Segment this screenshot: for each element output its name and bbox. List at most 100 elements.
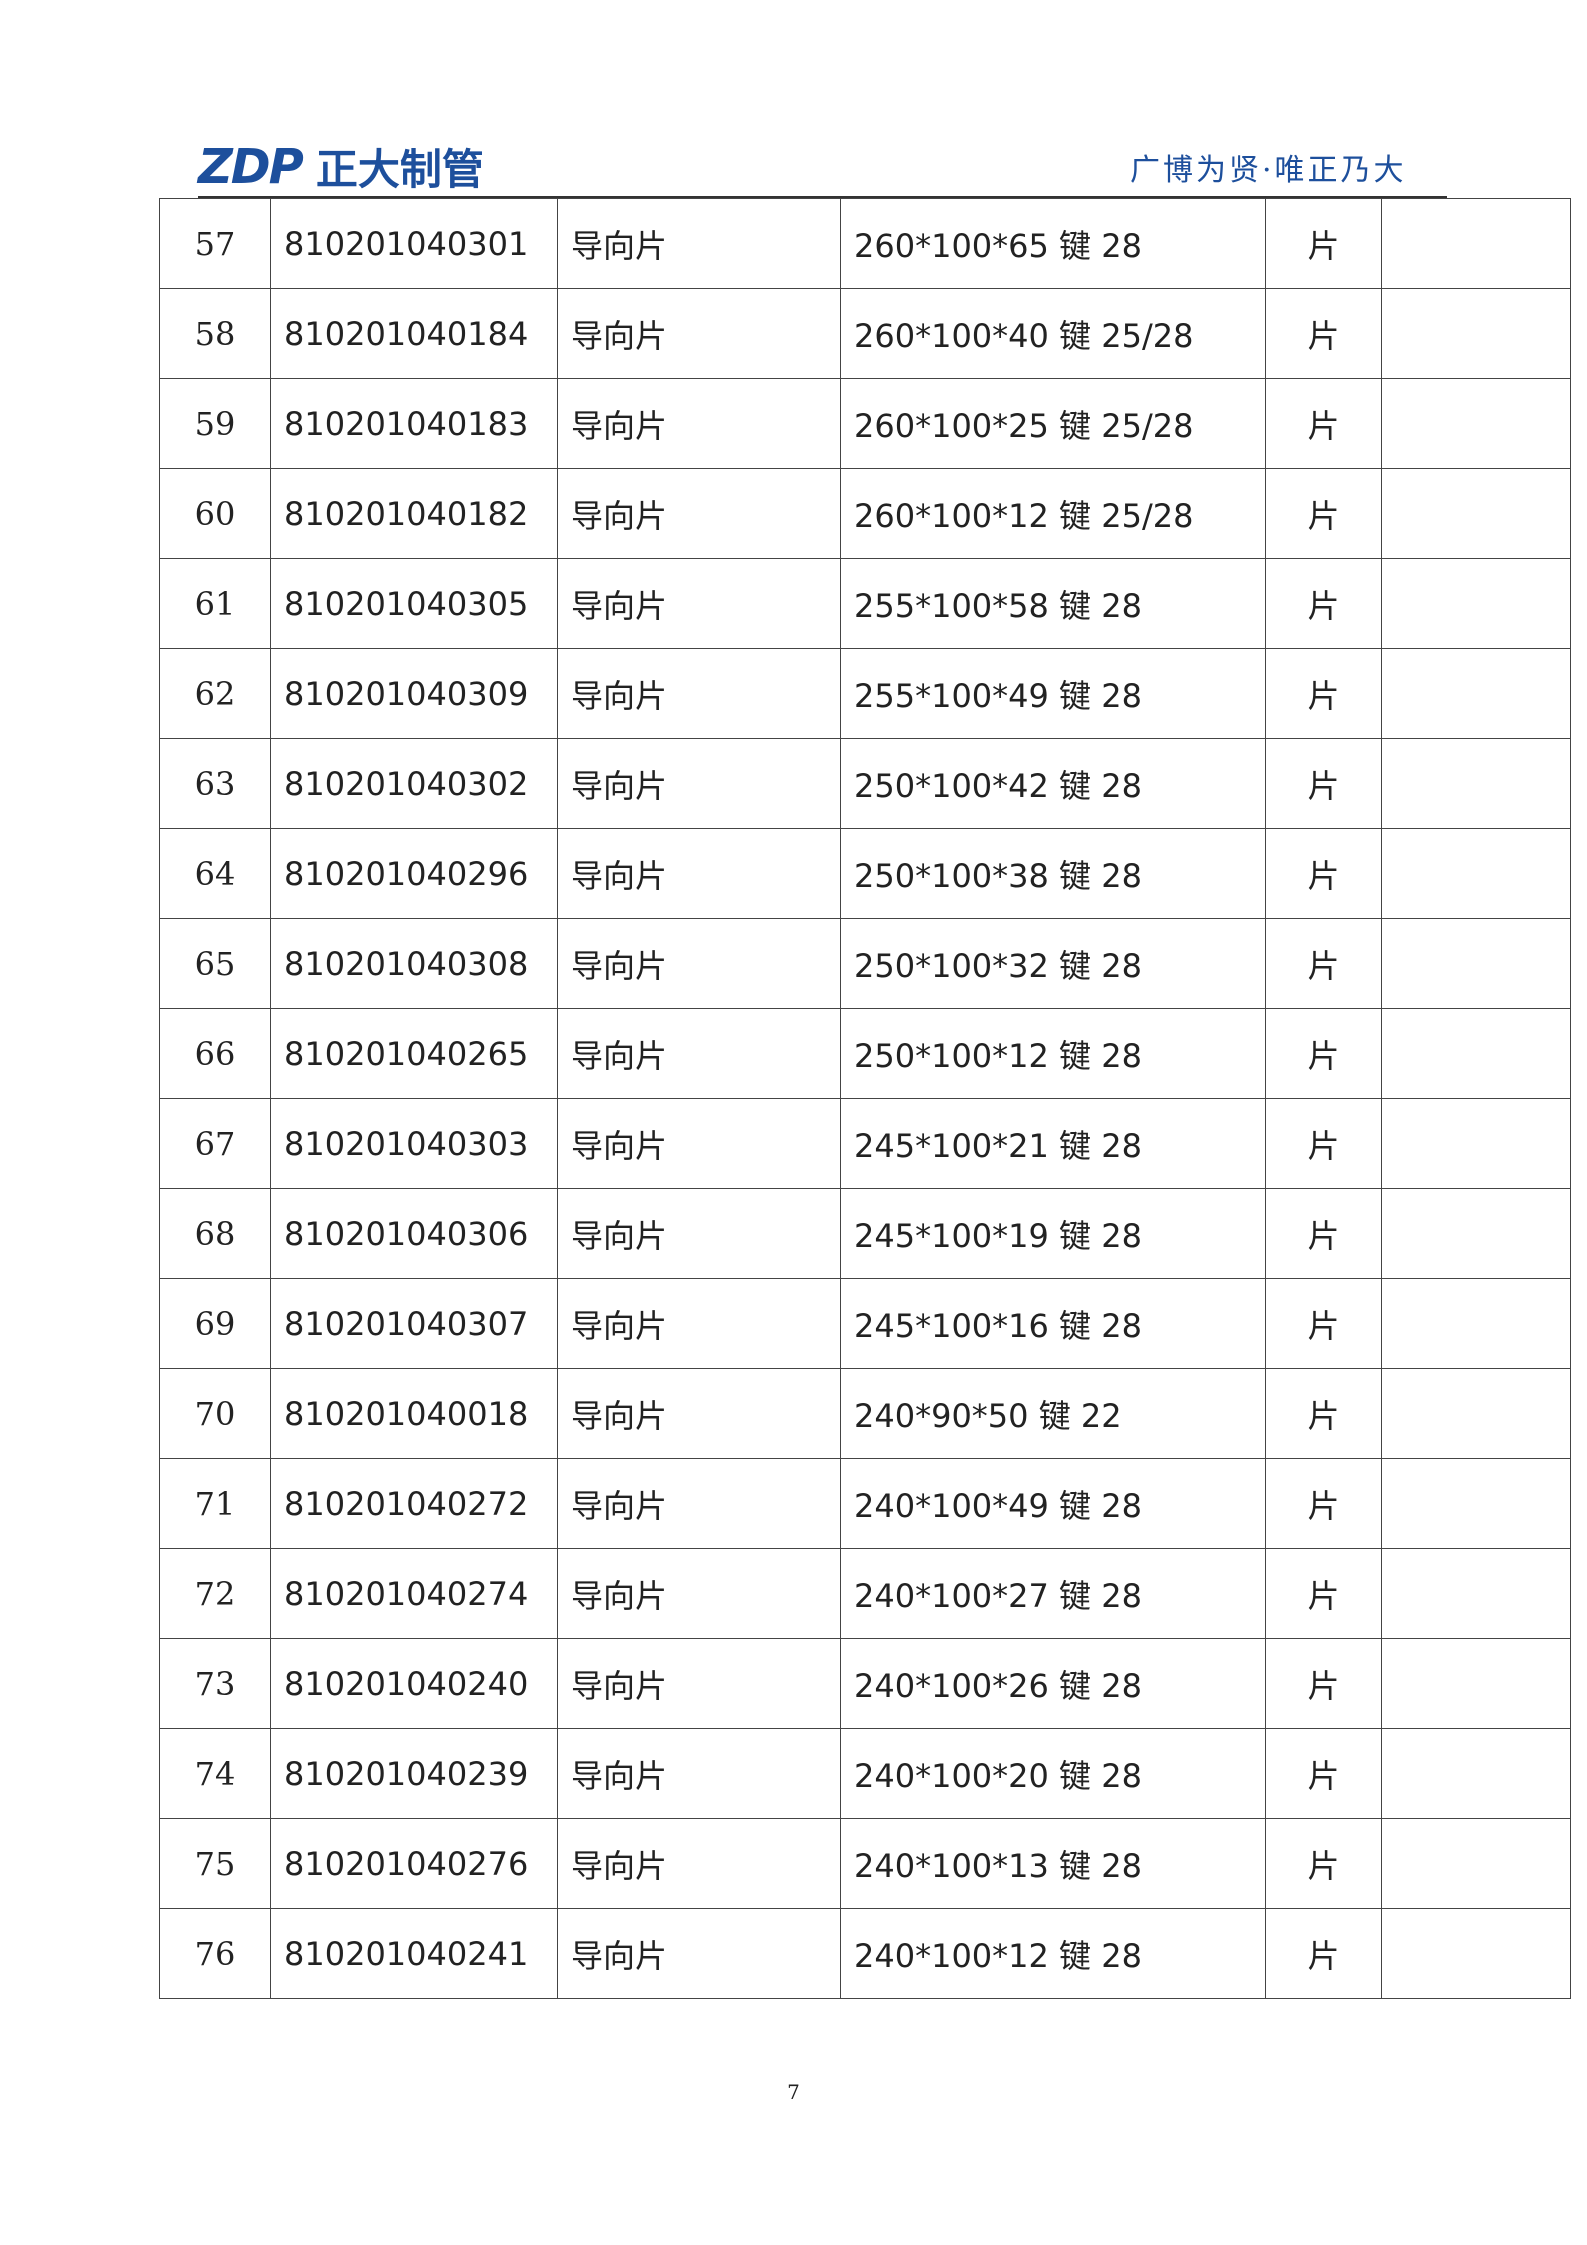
part-code: 810201040183 <box>270 378 558 469</box>
unit: 片 <box>1265 1188 1382 1279</box>
part-name: 导向片 <box>557 468 841 559</box>
part-spec: 240*100*12 键 28 <box>840 1908 1266 1999</box>
part-code: 810201040239 <box>270 1728 558 1819</box>
row-number: 76 <box>159 1908 271 1999</box>
part-spec: 240*100*49 键 28 <box>840 1458 1266 1549</box>
row-number: 58 <box>159 288 271 379</box>
empty-cell <box>1381 468 1571 559</box>
row-number: 62 <box>159 648 271 739</box>
part-code: 810201040240 <box>270 1638 558 1729</box>
part-spec: 255*100*49 键 28 <box>840 648 1266 739</box>
unit: 片 <box>1265 558 1382 649</box>
empty-cell <box>1381 558 1571 649</box>
unit: 片 <box>1265 1548 1382 1639</box>
empty-cell <box>1381 738 1571 829</box>
empty-cell <box>1381 1548 1571 1639</box>
part-code: 810201040184 <box>270 288 558 379</box>
row-number: 75 <box>159 1818 271 1909</box>
unit: 片 <box>1265 1908 1382 1999</box>
table-row: 66 810201040265 导向片 250*100*12 键 28 片 <box>159 1008 1571 1099</box>
part-spec: 240*100*20 键 28 <box>840 1728 1266 1819</box>
table-row: 59 810201040183 导向片 260*100*25 键 25/28 片 <box>159 378 1571 469</box>
part-name: 导向片 <box>557 1728 841 1819</box>
part-code: 810201040301 <box>270 198 558 289</box>
unit: 片 <box>1265 288 1382 379</box>
table-row: 65 810201040308 导向片 250*100*32 键 28 片 <box>159 918 1571 1009</box>
part-name: 导向片 <box>557 1908 841 1999</box>
table-row: 64 810201040296 导向片 250*100*38 键 28 片 <box>159 828 1571 919</box>
table-row: 58 810201040184 导向片 260*100*40 键 25/28 片 <box>159 288 1571 379</box>
part-spec: 245*100*19 键 28 <box>840 1188 1266 1279</box>
part-spec: 260*100*40 键 25/28 <box>840 288 1266 379</box>
row-number: 74 <box>159 1728 271 1819</box>
part-spec: 240*100*27 键 28 <box>840 1548 1266 1639</box>
unit: 片 <box>1265 1458 1382 1549</box>
parts-table: 57 810201040301 导向片 260*100*65 键 28 片 58 81020… <box>159 198 1571 1999</box>
part-name: 导向片 <box>557 1278 841 1369</box>
part-name: 导向片 <box>557 1188 841 1279</box>
unit: 片 <box>1265 1278 1382 1369</box>
table-row: 61 810201040305 导向片 255*100*58 键 28 片 <box>159 558 1571 649</box>
row-number: 67 <box>159 1098 271 1189</box>
row-number: 59 <box>159 378 271 469</box>
part-code: 810201040274 <box>270 1548 558 1639</box>
part-spec: 240*90*50 键 22 <box>840 1368 1266 1459</box>
empty-cell <box>1381 1278 1571 1369</box>
row-number: 69 <box>159 1278 271 1369</box>
part-name: 导向片 <box>557 288 841 379</box>
part-name: 导向片 <box>557 198 841 289</box>
unit: 片 <box>1265 198 1382 289</box>
empty-cell <box>1381 918 1571 1009</box>
part-code: 810201040265 <box>270 1008 558 1099</box>
unit: 片 <box>1265 378 1382 469</box>
row-number: 64 <box>159 828 271 919</box>
logo: ZDP 正大制管 <box>198 136 484 197</box>
empty-cell <box>1381 1188 1571 1279</box>
empty-cell <box>1381 648 1571 739</box>
table-row: 67 810201040303 导向片 245*100*21 键 28 片 <box>159 1098 1571 1189</box>
unit: 片 <box>1265 1728 1382 1819</box>
table-row: 60 810201040182 导向片 260*100*12 键 25/28 片 <box>159 468 1571 559</box>
part-name: 导向片 <box>557 558 841 649</box>
empty-cell <box>1381 1638 1571 1729</box>
table-row: 75 810201040276 导向片 240*100*13 键 28 片 <box>159 1818 1571 1909</box>
part-spec: 240*100*13 键 28 <box>840 1818 1266 1909</box>
part-name: 导向片 <box>557 828 841 919</box>
empty-cell <box>1381 1458 1571 1549</box>
part-code: 810201040272 <box>270 1458 558 1549</box>
part-name: 导向片 <box>557 1098 841 1189</box>
header-rule <box>198 196 1447 198</box>
row-number: 66 <box>159 1008 271 1099</box>
row-number: 63 <box>159 738 271 829</box>
part-name: 导向片 <box>557 1548 841 1639</box>
row-number: 65 <box>159 918 271 1009</box>
row-number: 72 <box>159 1548 271 1639</box>
part-spec: 250*100*12 键 28 <box>840 1008 1266 1099</box>
page-number: 7 <box>787 2080 800 2104</box>
part-code: 810201040309 <box>270 648 558 739</box>
part-code: 810201040308 <box>270 918 558 1009</box>
empty-cell <box>1381 1098 1571 1189</box>
row-number: 68 <box>159 1188 271 1279</box>
part-code: 810201040241 <box>270 1908 558 1999</box>
part-name: 导向片 <box>557 918 841 1009</box>
slogan: 广博为贤·唯正乃大 <box>1130 153 1407 188</box>
part-name: 导向片 <box>557 1458 841 1549</box>
part-spec: 250*100*38 键 28 <box>840 828 1266 919</box>
part-spec: 240*100*26 键 28 <box>840 1638 1266 1729</box>
table-row: 68 810201040306 导向片 245*100*19 键 28 片 <box>159 1188 1571 1279</box>
part-code: 810201040296 <box>270 828 558 919</box>
table-row: 73 810201040240 导向片 240*100*26 键 28 片 <box>159 1638 1571 1729</box>
table-row: 62 810201040309 导向片 255*100*49 键 28 片 <box>159 648 1571 739</box>
part-code: 810201040305 <box>270 558 558 649</box>
part-code: 810201040303 <box>270 1098 558 1189</box>
empty-cell <box>1381 198 1571 289</box>
empty-cell <box>1381 828 1571 919</box>
unit: 片 <box>1265 828 1382 919</box>
empty-cell <box>1381 1368 1571 1459</box>
table-row: 69 810201040307 导向片 245*100*16 键 28 片 <box>159 1278 1571 1369</box>
part-code: 810201040182 <box>270 468 558 559</box>
part-name: 导向片 <box>557 1818 841 1909</box>
empty-cell <box>1381 288 1571 379</box>
